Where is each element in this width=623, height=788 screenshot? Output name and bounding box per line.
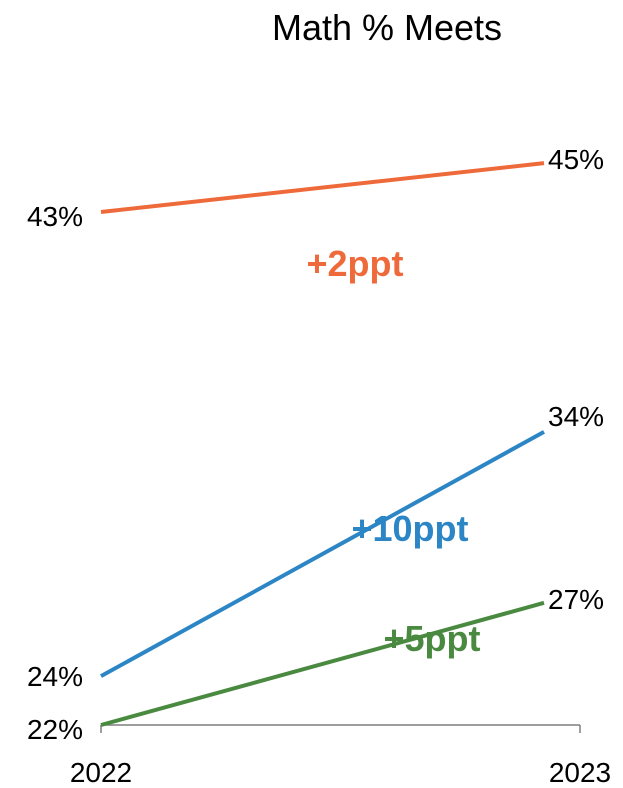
series-1-label-2022: 43%	[27, 201, 83, 232]
x-tick-label-2023: 2023	[549, 757, 611, 788]
x-tick-label-2022: 2022	[70, 757, 132, 788]
series-2-change-annotation: +10ppt	[351, 508, 468, 549]
series-3-change-annotation: +5ppt	[383, 618, 480, 659]
series-1-label-2023: 45%	[548, 144, 604, 175]
series-2-label-2023: 34%	[548, 401, 604, 432]
series-1-change-annotation: +2ppt	[306, 243, 403, 284]
series-3-label-2023: 27%	[548, 584, 604, 615]
series-1-line	[100, 161, 545, 214]
series-3-label-2022: 22%	[27, 714, 83, 745]
series-3-line	[100, 600, 545, 727]
series-2-label-2022: 24%	[27, 661, 83, 692]
chart-title: Math % Meets	[272, 7, 502, 48]
series-2-line	[100, 430, 545, 678]
series-layer: 43% 45% +2ppt 24% 34% +10ppt 22% 27% +5ppt	[27, 144, 604, 745]
